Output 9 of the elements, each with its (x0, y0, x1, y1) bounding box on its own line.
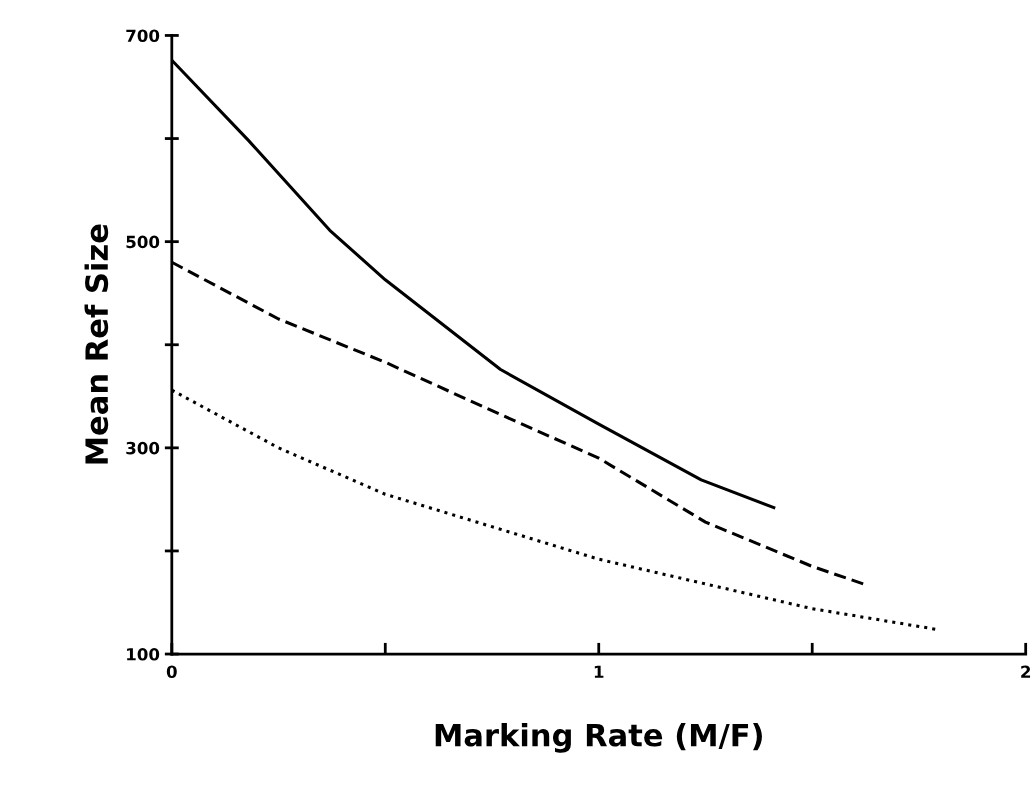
y-tick-label: 500 (126, 235, 160, 249)
y-tick-label: 300 (126, 441, 160, 455)
y-tick-label: 700 (126, 29, 160, 43)
x-axis-title: Marking Rate (M/F) (435, 722, 762, 753)
x-tick-label: 1 (594, 665, 604, 678)
y-tick-label: 100 (127, 648, 160, 661)
x-tick-label: 0 (166, 665, 177, 679)
y-axis-title: Mean Ref Size (84, 224, 109, 464)
x-tick-label: 2 (1021, 665, 1031, 678)
